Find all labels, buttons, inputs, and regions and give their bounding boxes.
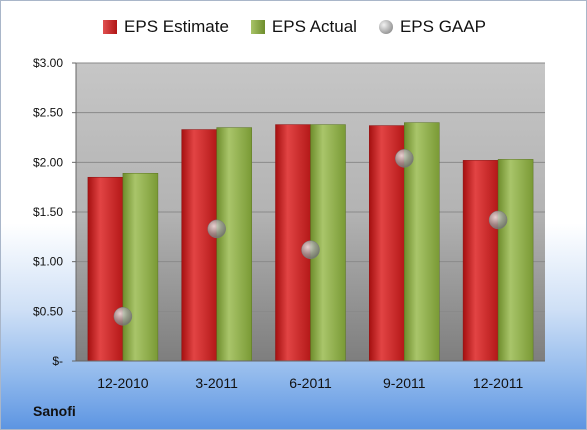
y-tick-label: $1.00 [33, 255, 63, 269]
legend-item-actual: EPS Actual [250, 17, 357, 37]
company-name: Sanofi [33, 403, 76, 419]
bar-eps-estimate [181, 129, 217, 362]
legend-swatch-gaap [378, 20, 393, 34]
legend-label-actual: EPS Actual [271, 17, 357, 36]
bar-eps-actual [497, 159, 534, 362]
x-category-label: 3-2011 [195, 375, 238, 391]
legend-item-gaap: EPS GAAP [378, 17, 486, 37]
x-category-label: 12-2011 [473, 375, 524, 391]
x-category-label: 9-2011 [383, 375, 426, 391]
legend-label-estimate: EPS Estimate [124, 17, 229, 36]
legend-item-estimate: EPS Estimate [103, 17, 229, 37]
y-tick-label: $2.00 [33, 155, 63, 169]
legend: EPS Estimate EPS Actual EPS GAAP [1, 17, 586, 37]
y-tick-label: $- [52, 354, 63, 368]
point-eps-gaap [395, 149, 414, 168]
bar-eps-actual [216, 127, 252, 362]
x-category-label: 12-2010 [97, 375, 149, 391]
gaap-points [113, 149, 508, 326]
y-axis: $- $0.50 $1.00 $1.50 $2.00 $2.50 $3.00 [33, 56, 77, 368]
bar-eps-actual [122, 173, 159, 362]
legend-swatch-estimate [103, 20, 118, 34]
legend-swatch-actual [250, 20, 265, 34]
bars [87, 122, 534, 362]
point-eps-gaap [301, 240, 320, 259]
legend-label-gaap: EPS GAAP [399, 17, 486, 36]
point-eps-gaap [113, 307, 133, 326]
x-category-label: 6-2011 [289, 375, 332, 391]
x-axis: 12-2010 3-2011 6-2011 9-2011 12-2011 [76, 360, 545, 391]
bar-eps-estimate [462, 160, 499, 362]
y-tick-label: $1.50 [33, 205, 63, 219]
y-tick-label: $2.50 [33, 106, 63, 120]
bar-eps-estimate [87, 176, 124, 362]
point-eps-gaap [488, 210, 508, 230]
point-eps-gaap [207, 219, 226, 239]
y-tick-label: $3.00 [33, 56, 63, 70]
y-tick-label: $0.50 [33, 304, 63, 318]
